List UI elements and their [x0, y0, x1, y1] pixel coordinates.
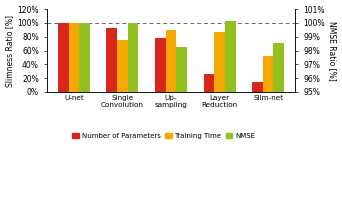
- Bar: [263, 56, 273, 92]
- Bar: [58, 23, 69, 92]
- Bar: [155, 38, 166, 92]
- Bar: [225, 21, 236, 92]
- Bar: [203, 74, 214, 92]
- Bar: [106, 28, 117, 92]
- Bar: [273, 43, 284, 92]
- Y-axis label: Slimness Ratio [%]: Slimness Ratio [%]: [5, 14, 15, 87]
- Bar: [252, 82, 263, 92]
- Bar: [69, 23, 79, 92]
- Legend: Number of Parameters, Training Time, NMSE: Number of Parameters, Training Time, NMS…: [69, 130, 258, 142]
- Bar: [176, 47, 187, 92]
- Bar: [166, 30, 176, 92]
- Bar: [214, 32, 225, 92]
- Bar: [79, 23, 90, 92]
- Bar: [128, 23, 139, 92]
- Y-axis label: NMSE Ratio [%]: NMSE Ratio [%]: [327, 21, 337, 80]
- Bar: [117, 40, 128, 92]
